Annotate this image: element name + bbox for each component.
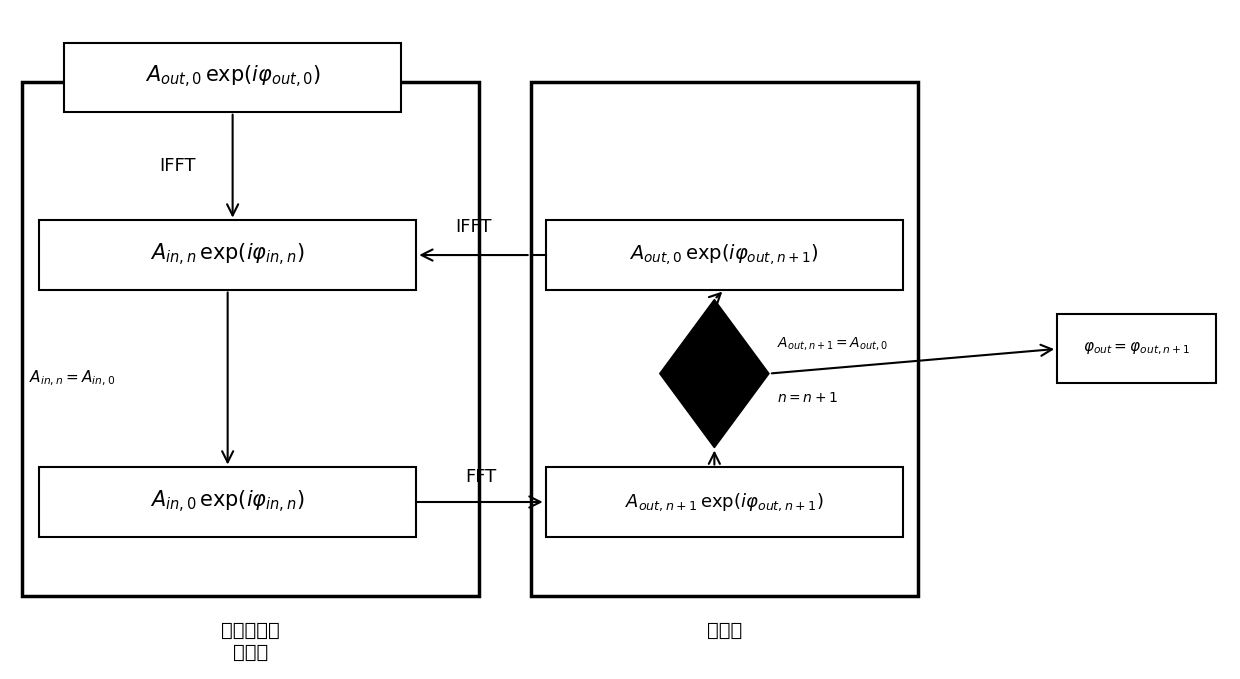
Text: $A_{out,0}\,\mathrm{exp}(i\varphi_{out,0})$: $A_{out,0}\,\mathrm{exp}(i\varphi_{out,0… xyxy=(145,64,321,90)
Text: $A_{in,n}=A_{in,0}$: $A_{in,n}=A_{in,0}$ xyxy=(29,369,115,388)
Bar xyxy=(546,221,903,290)
Text: $\varphi_{out}=\varphi_{out,n+1}$: $\varphi_{out}=\varphi_{out,n+1}$ xyxy=(1083,341,1190,357)
Text: $A_{out,n+1}\,\mathrm{exp}(i\varphi_{out,n+1})$: $A_{out,n+1}\,\mathrm{exp}(i\varphi_{out… xyxy=(625,491,823,513)
Text: $A_{in,0}\,\mathrm{exp}(i\varphi_{in,n})$: $A_{in,0}\,\mathrm{exp}(i\varphi_{in,n})… xyxy=(150,489,305,515)
Text: FFT: FFT xyxy=(465,469,496,486)
Text: 成像面: 成像面 xyxy=(707,621,742,640)
Bar xyxy=(22,82,479,595)
Text: $A_{out,n+1}=A_{out,0}$: $A_{out,n+1}=A_{out,0}$ xyxy=(777,335,888,352)
Bar xyxy=(38,467,417,536)
Text: 空间光调制
器平面: 空间光调制 器平面 xyxy=(221,621,280,661)
Bar xyxy=(546,467,903,536)
Bar xyxy=(1056,314,1216,384)
Bar xyxy=(38,221,417,290)
Text: $A_{in,n}\,\mathrm{exp}(i\varphi_{in,n})$: $A_{in,n}\,\mathrm{exp}(i\varphi_{in,n})… xyxy=(150,242,305,268)
Bar xyxy=(531,82,918,595)
Text: IFFT: IFFT xyxy=(455,219,492,236)
Text: $A_{out,0}\,\mathrm{exp}(i\varphi_{out,n+1})$: $A_{out,0}\,\mathrm{exp}(i\varphi_{out,n… xyxy=(630,242,820,268)
Polygon shape xyxy=(660,299,769,447)
Text: $n=n+1$: $n=n+1$ xyxy=(777,391,838,405)
Text: IFFT: IFFT xyxy=(160,157,196,175)
Bar xyxy=(63,43,402,112)
